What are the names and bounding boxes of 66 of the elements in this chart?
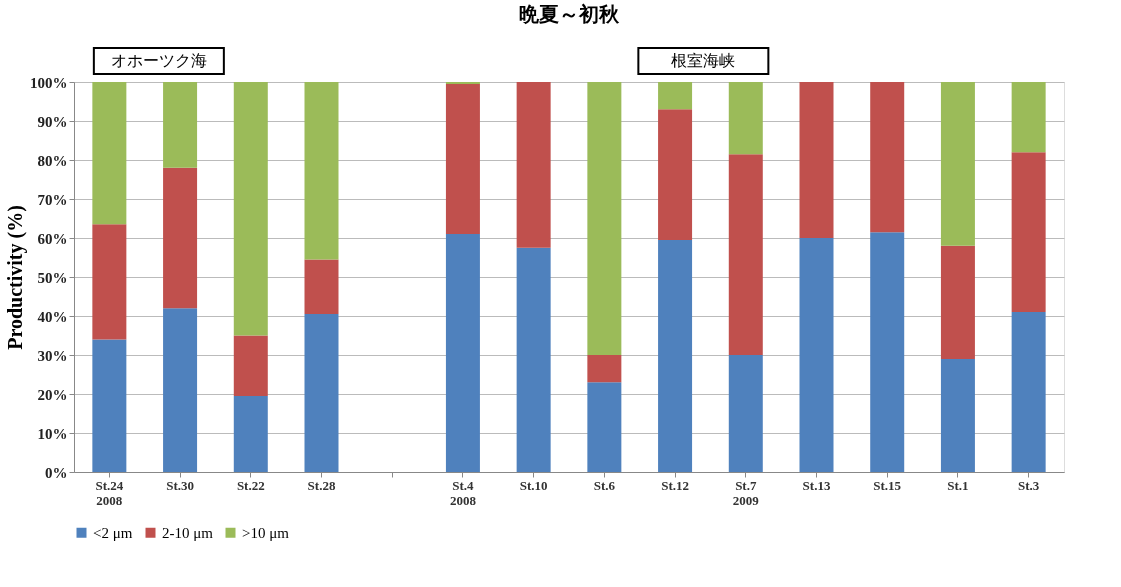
x-tick-label: St.4 2008	[449, 477, 477, 508]
y-tick-label: 100%	[30, 74, 68, 91]
bar	[728, 154, 763, 355]
bar	[587, 355, 622, 383]
bar	[1011, 82, 1046, 153]
text: 根室海峡	[671, 51, 736, 70]
bar	[940, 358, 975, 472]
bar	[516, 247, 551, 472]
x-tick-label: St.30	[166, 477, 194, 493]
bar	[658, 82, 693, 110]
bar	[870, 82, 905, 233]
bar	[587, 82, 622, 355]
bar	[233, 82, 268, 336]
y-tick-label: 50%	[37, 269, 68, 286]
y-tick-label: 90%	[37, 113, 68, 130]
x-tick-label: St.1	[947, 477, 969, 493]
bar	[799, 238, 834, 472]
bar	[799, 82, 834, 238]
bar	[940, 82, 975, 246]
bar	[163, 82, 198, 168]
bar	[163, 167, 198, 309]
bar	[728, 82, 763, 155]
x-tick-label: St.6	[593, 477, 616, 493]
y-tick-label: 60%	[37, 230, 68, 247]
y-tick-label: 20%	[37, 386, 68, 403]
bar	[304, 82, 339, 260]
bar	[1011, 312, 1046, 472]
bar	[163, 308, 198, 472]
x-tick-label: St.28	[307, 477, 336, 493]
bar	[870, 232, 905, 472]
bar	[233, 335, 268, 396]
bar	[516, 82, 551, 248]
x-tick-label: St.3	[1017, 477, 1040, 493]
text: オホーツク海	[110, 51, 207, 70]
y-axis-title: Productivity (%)	[4, 205, 27, 350]
bar	[658, 109, 693, 240]
bar	[304, 259, 339, 315]
bar	[92, 224, 127, 340]
legend-label: >10 μm	[242, 524, 290, 541]
bar	[92, 339, 127, 472]
bar	[940, 245, 975, 359]
bar	[304, 314, 339, 472]
x-tick-label: St.10	[519, 477, 548, 493]
bar	[658, 239, 693, 472]
bar	[1011, 152, 1046, 313]
bar	[445, 83, 480, 235]
legend-label: <2 μm	[93, 524, 133, 541]
x-tick-label: St.12	[661, 477, 689, 493]
chart-title: 晩夏～初秋	[519, 3, 620, 25]
bar	[92, 82, 127, 225]
legend-label: 2-10 μm	[162, 524, 214, 541]
x-tick-label: St.24 2008	[95, 477, 124, 508]
x-tick-label: St.22	[236, 477, 265, 493]
x-tick-label: St.15	[873, 477, 902, 493]
bar	[728, 355, 763, 472]
y-tick-label: 40%	[37, 308, 68, 325]
y-tick-label: 10%	[37, 425, 68, 442]
bar	[587, 382, 622, 472]
y-tick-label: 80%	[37, 152, 68, 169]
x-tick-label: St.7 2009	[732, 477, 760, 508]
bar	[233, 395, 268, 472]
bar	[445, 234, 480, 472]
y-tick-label: 30%	[37, 347, 68, 364]
x-tick-label: St.13	[802, 477, 831, 493]
y-tick-label: 70%	[37, 191, 68, 208]
y-tick-label: 0%	[45, 464, 68, 481]
